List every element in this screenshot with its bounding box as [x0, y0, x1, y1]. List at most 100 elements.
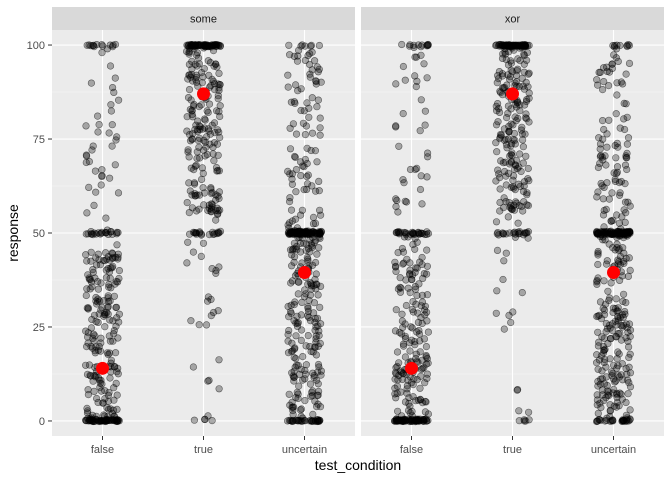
- data-point: [524, 228, 533, 236]
- data-point: [104, 302, 112, 311]
- data-point: [597, 416, 605, 424]
- data-point: [195, 134, 204, 142]
- x-axis-title: test_condition: [315, 457, 401, 473]
- data-point: [412, 300, 420, 308]
- data-point: [290, 52, 299, 61]
- data-point: [92, 261, 101, 269]
- data-point: [84, 407, 92, 415]
- data-point: [296, 370, 304, 379]
- data-point: [611, 175, 619, 183]
- data-point: [417, 96, 425, 104]
- data-point: [84, 271, 92, 279]
- data-point: [306, 380, 315, 388]
- data-point: [406, 266, 414, 274]
- data-point: [200, 41, 208, 50]
- data-point: [624, 134, 633, 142]
- data-point: [625, 41, 634, 50]
- data-point: [622, 70, 630, 78]
- data-point: [411, 245, 419, 253]
- data-point: [418, 200, 426, 208]
- data-point: [298, 259, 306, 267]
- data-point: [284, 167, 292, 175]
- data-point: [302, 361, 311, 369]
- data-point: [492, 102, 500, 110]
- data-point: [418, 260, 426, 269]
- data-point: [204, 377, 212, 385]
- data-point: [209, 308, 218, 317]
- data-point: [506, 203, 514, 212]
- data-point: [81, 361, 90, 369]
- data-point: [524, 408, 533, 416]
- data-point: [292, 319, 300, 327]
- data-point: [393, 417, 401, 425]
- data-point: [295, 46, 303, 55]
- data-point: [316, 124, 324, 132]
- data-point: [214, 126, 222, 134]
- data-point: [622, 231, 630, 239]
- data-point: [392, 80, 400, 88]
- data-point: [602, 328, 610, 336]
- data-point: [213, 204, 221, 212]
- data-point: [618, 360, 626, 368]
- data-point: [493, 148, 501, 156]
- mean-point-false: [96, 361, 109, 375]
- data-point: [598, 116, 607, 125]
- data-point: [622, 209, 630, 217]
- data-point: [213, 210, 222, 218]
- data-point: [616, 189, 624, 197]
- data-point: [520, 68, 528, 76]
- data-point: [618, 80, 627, 88]
- data-point: [101, 323, 109, 331]
- data-point: [608, 416, 617, 425]
- data-point: [191, 162, 199, 170]
- data-point: [420, 60, 428, 68]
- data-point: [287, 309, 295, 317]
- data-point: [216, 133, 224, 142]
- data-point: [314, 360, 323, 369]
- data-point: [209, 77, 218, 85]
- data-point: [597, 403, 605, 412]
- data-point: [516, 56, 524, 65]
- data-point: [396, 283, 404, 291]
- data-point: [402, 301, 411, 310]
- data-point: [412, 285, 420, 293]
- data-point: [313, 250, 321, 258]
- data-point: [183, 259, 191, 267]
- data-point: [91, 349, 99, 357]
- data-point: [421, 397, 429, 406]
- data-point: [623, 376, 632, 384]
- data-point: [507, 318, 515, 327]
- data-point: [105, 332, 113, 340]
- data-point: [615, 191, 624, 199]
- data-point: [286, 145, 295, 153]
- data-point: [402, 229, 410, 237]
- data-point: [215, 229, 223, 237]
- data-point: [312, 280, 320, 288]
- data-point: [316, 234, 324, 242]
- data-point: [515, 150, 524, 158]
- data-point: [496, 185, 504, 193]
- data-point: [189, 363, 197, 371]
- data-point: [108, 83, 117, 92]
- data-point: [600, 183, 608, 191]
- data-point: [296, 406, 305, 414]
- data-point: [296, 239, 304, 247]
- data-point: [606, 401, 614, 409]
- data-point: [82, 417, 90, 425]
- data-point: [215, 86, 223, 95]
- data-point: [606, 407, 614, 415]
- data-point: [102, 274, 110, 282]
- data-point: [607, 217, 615, 225]
- data-point: [398, 40, 406, 49]
- data-point: [524, 164, 532, 173]
- data-point: [411, 234, 419, 242]
- data-point: [396, 328, 404, 337]
- data-point: [99, 399, 107, 407]
- data-point: [185, 179, 193, 187]
- data-point: [421, 121, 429, 129]
- data-point: [201, 115, 209, 123]
- data-point: [615, 350, 623, 358]
- data-point: [89, 266, 97, 274]
- data-point: [614, 57, 622, 66]
- data-point: [403, 382, 412, 390]
